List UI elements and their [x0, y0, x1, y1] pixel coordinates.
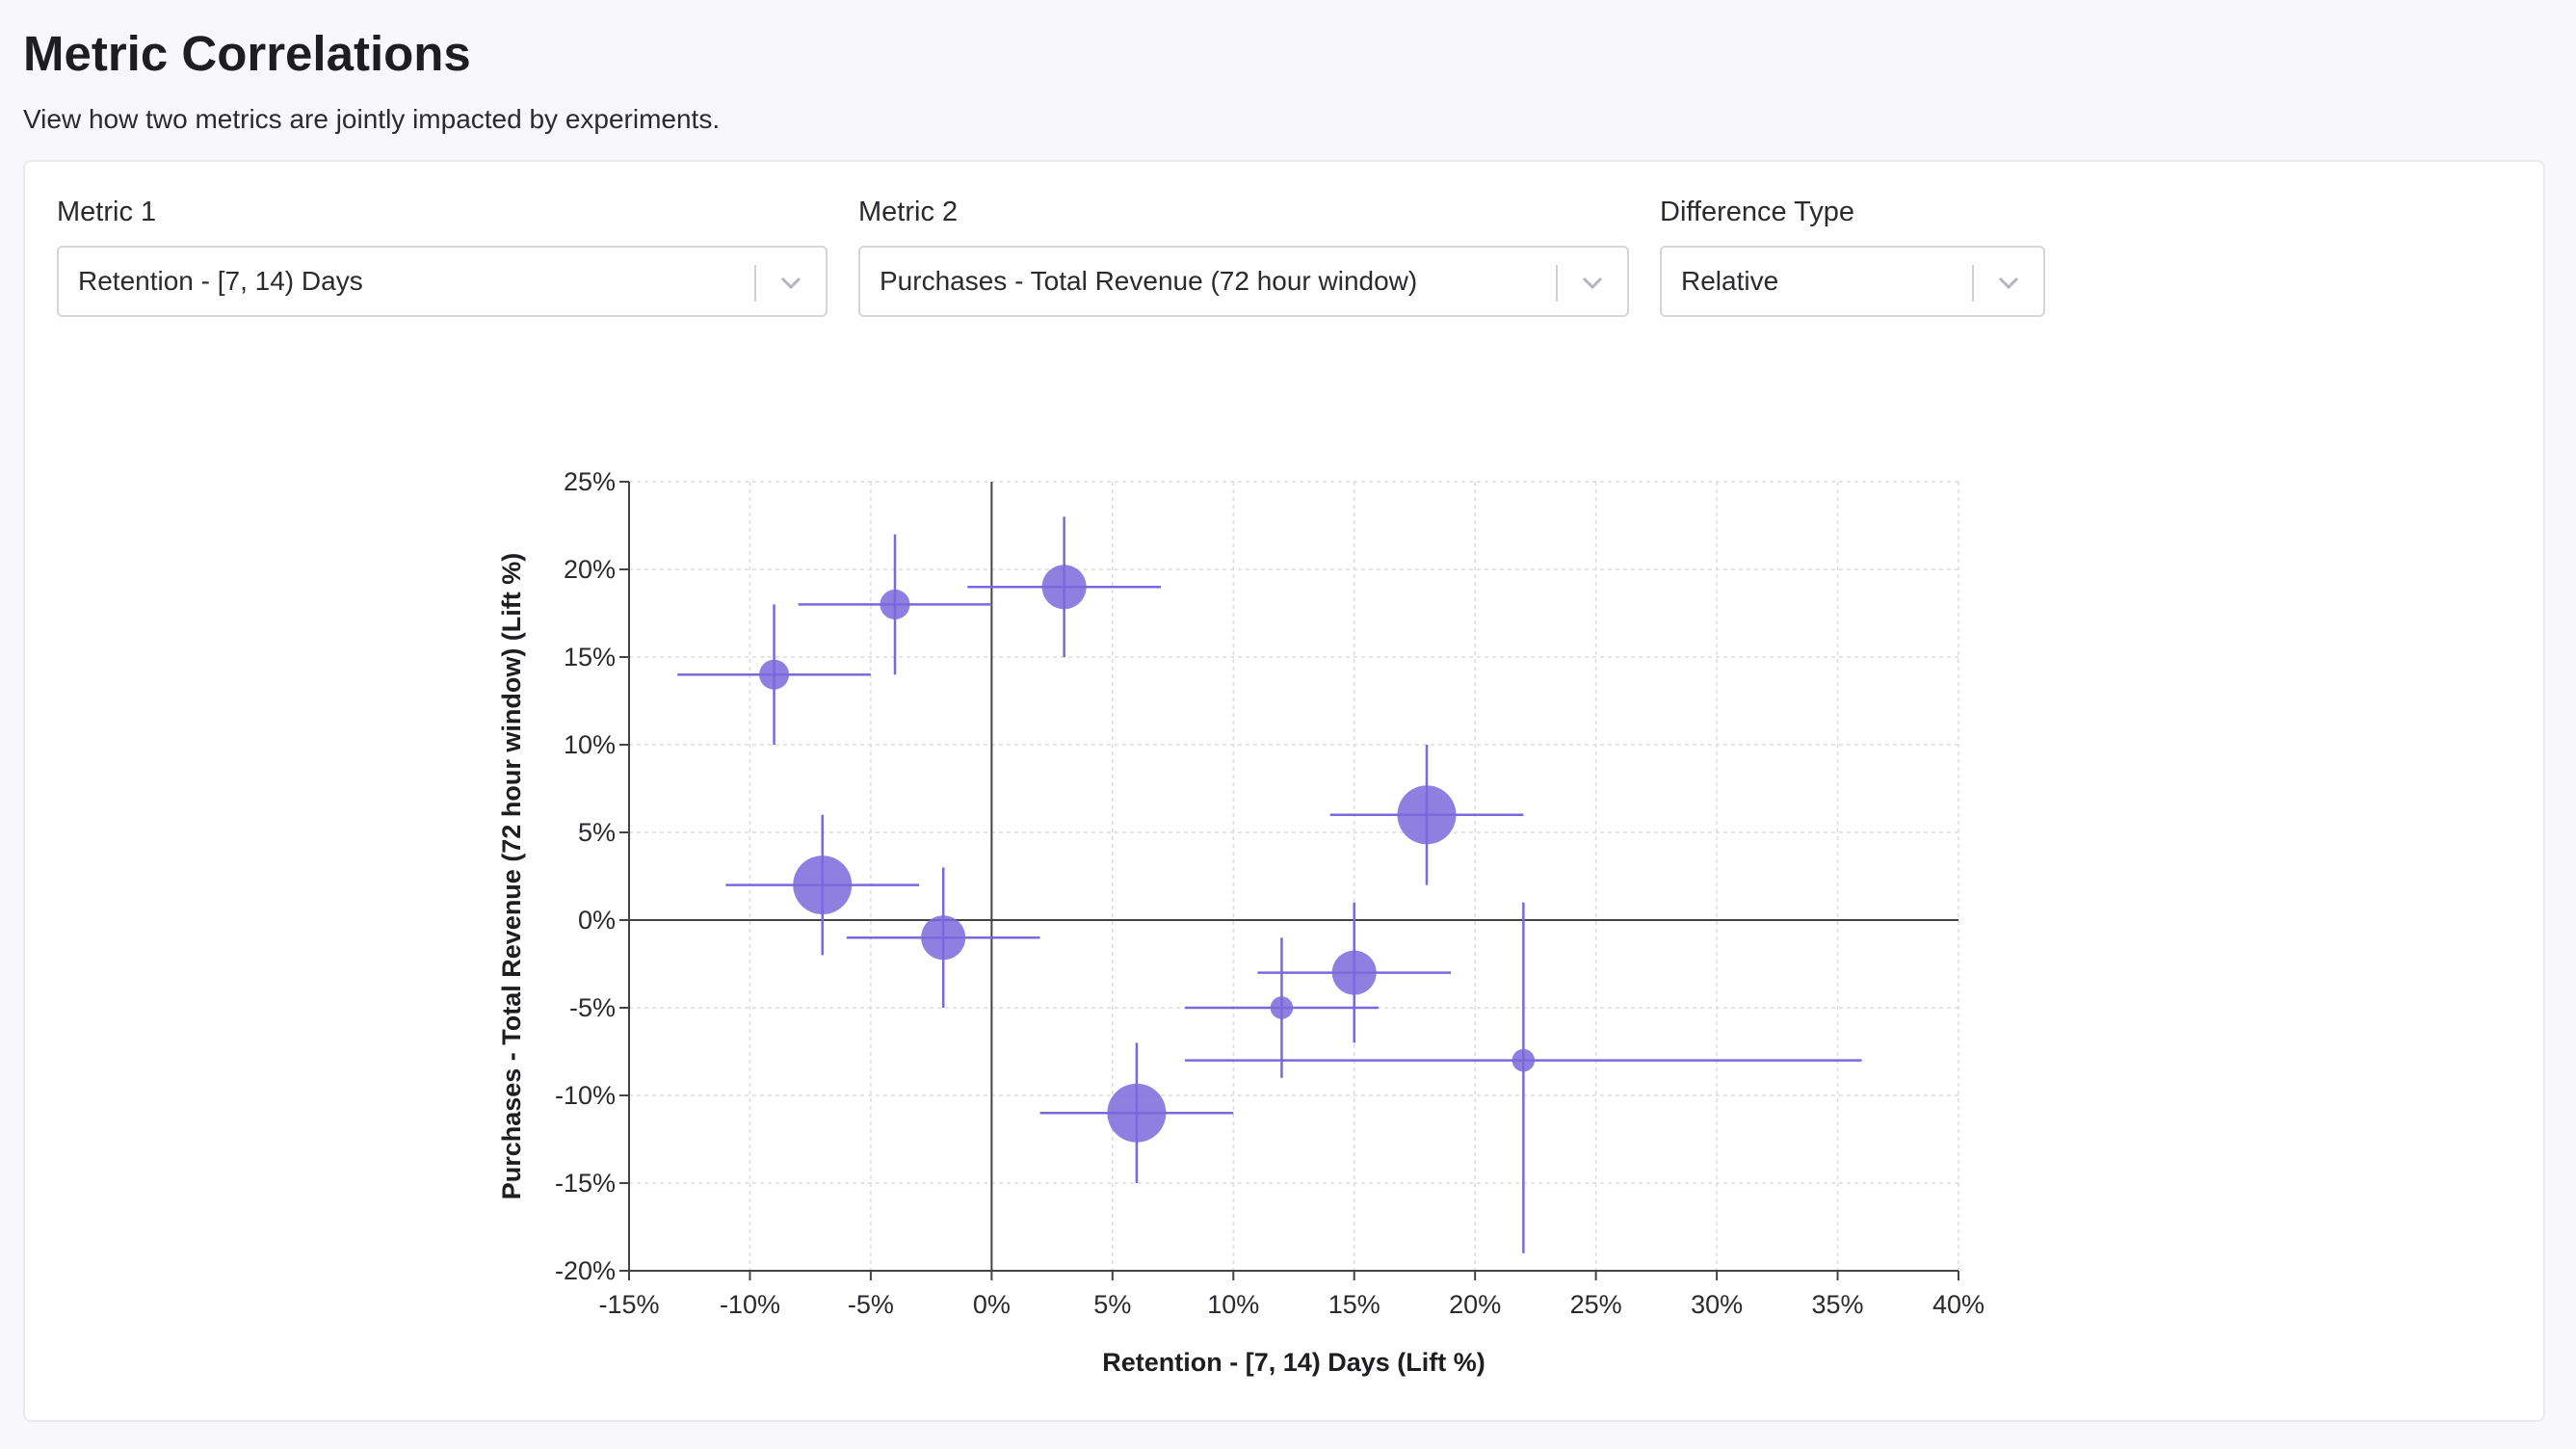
y-tick-label: 10% [564, 730, 616, 759]
data-point [1329, 745, 1524, 885]
x-tick-label: 35% [1812, 1290, 1864, 1319]
x-tick-label: -15% [598, 1290, 659, 1319]
y-tick-label: -20% [555, 1256, 616, 1285]
chevron-down-icon[interactable] [1579, 271, 1606, 294]
chevron-down-icon[interactable] [777, 271, 804, 294]
point-marker [1331, 950, 1377, 995]
data-point [798, 534, 992, 675]
x-tick-label: 40% [1932, 1290, 1985, 1319]
data-point [1185, 902, 1862, 1253]
x-tick-label: 20% [1449, 1290, 1501, 1319]
difference-type-label: Difference Type [1660, 197, 1855, 227]
difference-type-value: Relative [1681, 266, 1779, 296]
metric1-field: Metric 1 Retention - [7, 14) Days [57, 197, 828, 317]
y-tick-label: 5% [578, 818, 616, 847]
metric1-value: Retention - [7, 14) Days [78, 266, 363, 296]
x-tick-label: -5% [848, 1290, 894, 1319]
y-tick-label: 15% [564, 643, 616, 672]
data-point [1185, 937, 1379, 1078]
x-tick-label: 10% [1207, 1290, 1259, 1319]
metric2-select[interactable]: Purchases - Total Revenue (72 hour windo… [858, 246, 1629, 317]
point-marker [1511, 1048, 1536, 1072]
metric2-separator [1556, 265, 1558, 302]
x-tick-label: 5% [1093, 1290, 1131, 1319]
y-tick-label: -15% [555, 1169, 616, 1198]
y-tick-label: 0% [578, 906, 616, 935]
point-marker [880, 589, 910, 619]
metric2-value: Purchases - Total Revenue (72 hour windo… [880, 266, 1418, 296]
point-marker [921, 915, 966, 961]
metric2-field: Metric 2 Purchases - Total Revenue (72 h… [858, 197, 1629, 317]
data-point [1257, 902, 1452, 1043]
y-tick-label: 25% [564, 467, 616, 496]
point-marker [1397, 785, 1457, 845]
metric1-separator [754, 265, 756, 302]
point-marker [793, 856, 853, 915]
correlation-card: Metric 1 Retention - [7, 14) Days Metric… [23, 160, 2545, 1422]
y-axis-title: Purchases - Total Revenue (72 hour windo… [497, 553, 526, 1200]
metric1-label: Metric 1 [57, 197, 157, 227]
point-marker [1270, 996, 1294, 1019]
x-tick-label: 30% [1691, 1290, 1743, 1319]
point-marker [1041, 565, 1087, 610]
y-tick-label: -10% [555, 1081, 616, 1110]
page-subtitle: View how two metrics are jointly impacte… [23, 104, 721, 134]
chevron-down-icon[interactable] [1995, 271, 2022, 294]
point-marker [759, 659, 790, 690]
data-point [846, 867, 1040, 1008]
x-axis-title: Retention - [7, 14) Days (Lift %) [1102, 1348, 1485, 1377]
x-tick-label: -10% [720, 1290, 780, 1319]
point-marker [1107, 1083, 1167, 1143]
data-point [677, 604, 871, 745]
y-tick-label: 20% [564, 555, 616, 584]
difference-type-separator [1972, 265, 1974, 302]
y-tick-label: -5% [569, 993, 616, 1022]
x-tick-label: 15% [1328, 1290, 1380, 1319]
data-point [967, 516, 1161, 657]
metric2-label: Metric 2 [858, 197, 959, 227]
data-point [725, 814, 920, 956]
difference-type-field: Difference Type Relative [1660, 197, 2045, 317]
x-tick-label: 0% [973, 1290, 1011, 1319]
difference-type-select[interactable]: Relative [1660, 246, 2045, 317]
page-title: Metric Correlations [23, 26, 471, 81]
data-point [1039, 1042, 1234, 1183]
metric1-select[interactable]: Retention - [7, 14) Days [57, 246, 828, 317]
x-tick-label: 25% [1570, 1290, 1622, 1319]
